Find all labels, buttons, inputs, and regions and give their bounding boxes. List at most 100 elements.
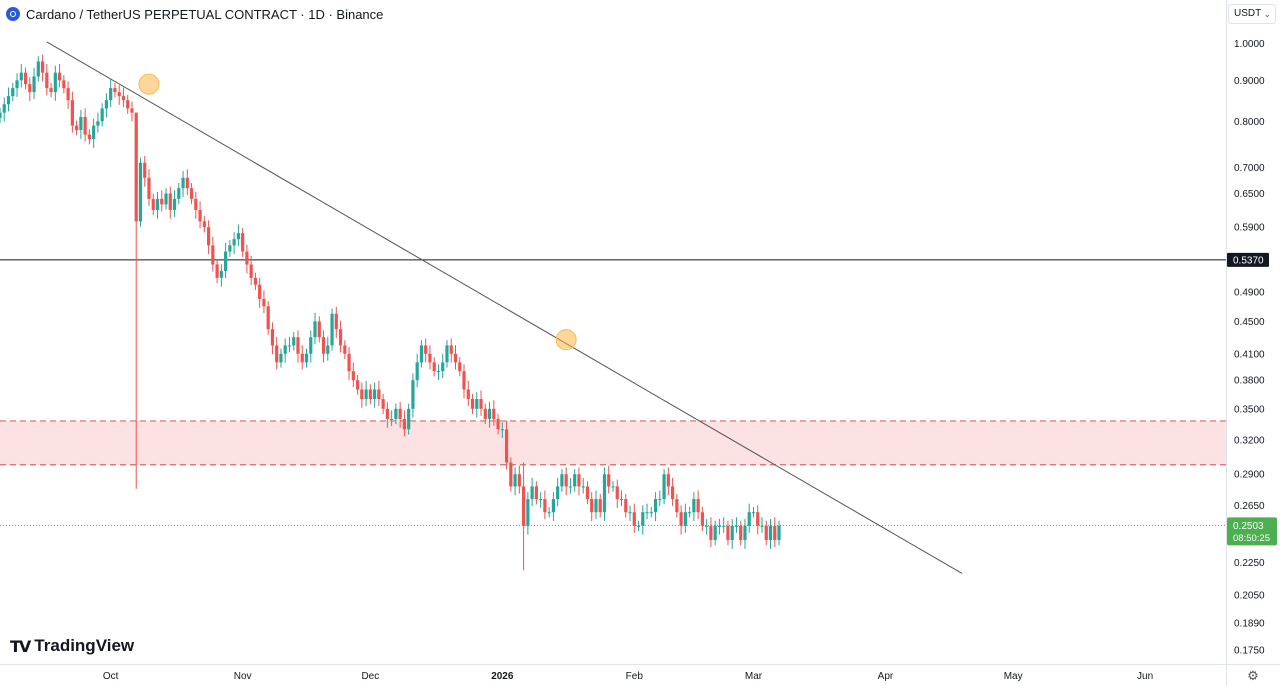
candle-down[interactable] bbox=[351, 371, 355, 381]
candle-up[interactable] bbox=[364, 389, 368, 400]
candle-down[interactable] bbox=[624, 499, 628, 513]
candle-up[interactable] bbox=[2, 104, 6, 113]
candle-down[interactable] bbox=[189, 188, 194, 199]
candle-up[interactable] bbox=[760, 525, 764, 527]
candle-down[interactable] bbox=[453, 353, 458, 363]
candle-up[interactable] bbox=[619, 499, 624, 501]
candle-up[interactable] bbox=[177, 188, 181, 199]
candle-down[interactable] bbox=[756, 512, 760, 526]
candle-up[interactable] bbox=[415, 362, 419, 381]
candle-up[interactable] bbox=[602, 474, 607, 513]
candle-up[interactable] bbox=[92, 125, 96, 140]
candle-down[interactable] bbox=[632, 512, 636, 526]
candle-up[interactable] bbox=[475, 399, 479, 409]
candle-down[interactable] bbox=[470, 399, 475, 409]
gear-icon[interactable]: ⚙ bbox=[1247, 668, 1259, 683]
candle-down[interactable] bbox=[496, 418, 500, 430]
candle-down[interactable] bbox=[343, 345, 347, 354]
candle-up[interactable] bbox=[172, 198, 177, 210]
candle-down[interactable] bbox=[262, 298, 266, 307]
candle-up[interactable] bbox=[573, 474, 577, 487]
candle-down[interactable] bbox=[675, 499, 679, 513]
candle-up[interactable] bbox=[228, 245, 232, 252]
candle-up[interactable] bbox=[568, 486, 573, 488]
candle-up[interactable] bbox=[645, 512, 649, 514]
candle-up[interactable] bbox=[649, 512, 653, 514]
candle-up[interactable] bbox=[551, 499, 556, 513]
candle-down[interactable] bbox=[666, 474, 670, 487]
candle-up[interactable] bbox=[32, 76, 36, 93]
candle-up[interactable] bbox=[722, 525, 726, 527]
candle-up[interactable] bbox=[683, 512, 687, 526]
candle-up[interactable] bbox=[104, 100, 109, 109]
candle-up[interactable] bbox=[138, 162, 143, 222]
candle-up[interactable] bbox=[688, 512, 692, 514]
candle-up[interactable] bbox=[109, 88, 113, 101]
candle-down[interactable] bbox=[253, 277, 258, 285]
candle-up[interactable] bbox=[441, 362, 445, 372]
candle-down[interactable] bbox=[534, 486, 538, 500]
candle-up[interactable] bbox=[181, 177, 185, 189]
candle-down[interactable] bbox=[347, 353, 351, 372]
candle-up[interactable] bbox=[500, 429, 504, 431]
candle-down[interactable] bbox=[321, 337, 326, 354]
candle-up[interactable] bbox=[155, 198, 160, 210]
candle-up[interactable] bbox=[236, 233, 240, 240]
candle-down[interactable] bbox=[151, 198, 155, 210]
candle-up[interactable] bbox=[53, 72, 57, 93]
candle-down[interactable] bbox=[355, 380, 360, 390]
candle-up[interactable] bbox=[309, 337, 313, 354]
candle-up[interactable] bbox=[713, 525, 717, 541]
candle-down[interactable] bbox=[509, 462, 513, 487]
candle-down[interactable] bbox=[62, 80, 66, 89]
candle-up[interactable] bbox=[11, 88, 15, 97]
candle-up[interactable] bbox=[36, 61, 40, 77]
candle-down[interactable] bbox=[66, 88, 70, 101]
candle-up[interactable] bbox=[743, 525, 747, 541]
candle-up[interactable] bbox=[560, 474, 564, 487]
candle-down[interactable] bbox=[564, 474, 568, 487]
candle-up[interactable] bbox=[526, 499, 530, 526]
candle-up[interactable] bbox=[662, 474, 666, 500]
candle-down[interactable] bbox=[739, 525, 743, 541]
candle-up[interactable] bbox=[556, 486, 560, 500]
currency-selector[interactable]: USDT ⌄ bbox=[1228, 4, 1276, 24]
candle-up[interactable] bbox=[164, 193, 168, 205]
candle-down[interactable] bbox=[134, 112, 138, 222]
candle-up[interactable] bbox=[445, 345, 449, 363]
tradingview-logo[interactable]: TV TradingView bbox=[10, 636, 134, 656]
candle-down[interactable] bbox=[23, 72, 28, 85]
candle-up[interactable] bbox=[692, 499, 696, 513]
candle-down[interactable] bbox=[300, 353, 304, 363]
symbol-title[interactable]: Cardano / TetherUS PERPETUAL CONTRACT · … bbox=[26, 6, 384, 22]
candle-up[interactable] bbox=[581, 486, 585, 488]
candle-down[interactable] bbox=[543, 499, 547, 513]
candle-up[interactable] bbox=[653, 499, 658, 513]
candle-up[interactable] bbox=[530, 486, 534, 500]
candle-down[interactable] bbox=[449, 345, 453, 354]
candle-down[interactable] bbox=[28, 84, 32, 93]
candle-down[interactable] bbox=[70, 100, 74, 126]
candle-down[interactable] bbox=[428, 353, 432, 363]
candle-up[interactable] bbox=[15, 80, 19, 89]
candle-up[interactable] bbox=[628, 512, 632, 514]
candle-down[interactable] bbox=[615, 486, 619, 500]
touch-marker[interactable] bbox=[138, 73, 160, 95]
candle-down[interactable] bbox=[577, 474, 581, 487]
candle-down[interactable] bbox=[385, 408, 389, 419]
candle-down[interactable] bbox=[160, 198, 164, 205]
candle-up[interactable] bbox=[326, 345, 330, 354]
candle-down[interactable] bbox=[360, 389, 364, 400]
candle-up[interactable] bbox=[6, 96, 11, 105]
candle-down[interactable] bbox=[143, 162, 147, 178]
candle-up[interactable] bbox=[287, 345, 292, 347]
candle-up[interactable] bbox=[487, 408, 492, 419]
candle-down[interactable] bbox=[670, 486, 675, 500]
candle-up[interactable] bbox=[777, 525, 781, 541]
candle-down[interactable] bbox=[40, 61, 45, 73]
candle-down[interactable] bbox=[275, 345, 279, 363]
candle-down[interactable] bbox=[296, 337, 300, 354]
candle-up[interactable] bbox=[0, 112, 2, 118]
candle-up[interactable] bbox=[636, 525, 641, 527]
